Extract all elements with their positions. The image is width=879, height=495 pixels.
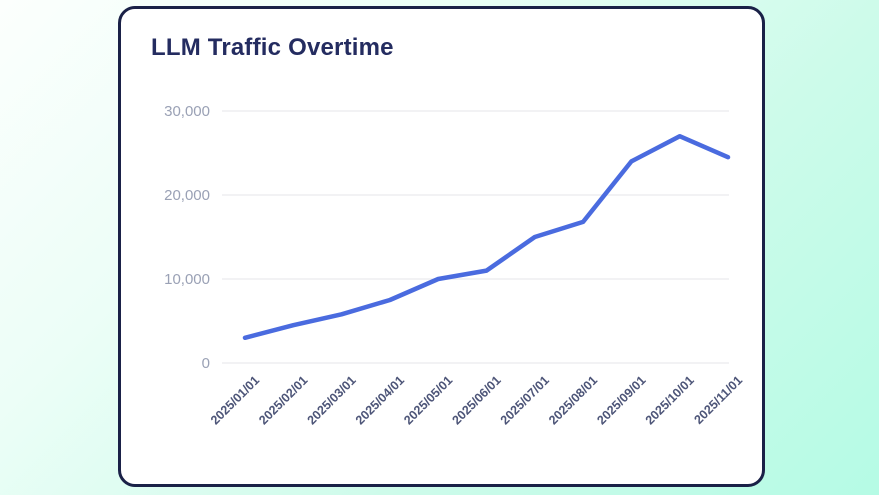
x-tick-label: 2025/07/01 (498, 373, 552, 427)
y-tick-label: 0 (202, 355, 210, 372)
y-tick-label: 10,000 (164, 271, 210, 288)
y-axis-tick-labels: 0 10,000 20,000 30,000 (164, 103, 210, 372)
chart-title: LLM Traffic Overtime (151, 34, 394, 61)
x-axis-tick-labels: 2025/01/012025/02/012025/03/012025/04/01… (208, 373, 745, 427)
gridlines (222, 110, 729, 364)
x-tick-label: 2025/01/01 (208, 373, 262, 427)
x-tick-label: 2025/02/01 (256, 373, 310, 427)
y-tick-label: 30,000 (164, 103, 210, 120)
y-tick-label: 20,000 (164, 187, 210, 204)
x-tick-label: 2025/08/01 (546, 373, 600, 427)
line-chart: 0 10,000 20,000 30,000 2025/01/012025/02/01… (164, 103, 745, 427)
traffic-line (242, 133, 731, 341)
x-tick-label: 2025/10/01 (643, 373, 697, 427)
x-tick-label: 2025/09/01 (594, 373, 648, 427)
x-tick-label: 2025/05/01 (401, 373, 455, 427)
x-tick-label: 2025/04/01 (353, 373, 407, 427)
chart-card: 0 10,000 20,000 30,000 2025/01/01 2025/02/01… (118, 6, 765, 487)
traffic-line-series (242, 133, 731, 341)
x-tick-label: 2025/06/01 (449, 373, 503, 427)
x-tick-label: 2025/11/01 (691, 373, 745, 427)
x-tick-label: 2025/03/01 (305, 373, 359, 427)
